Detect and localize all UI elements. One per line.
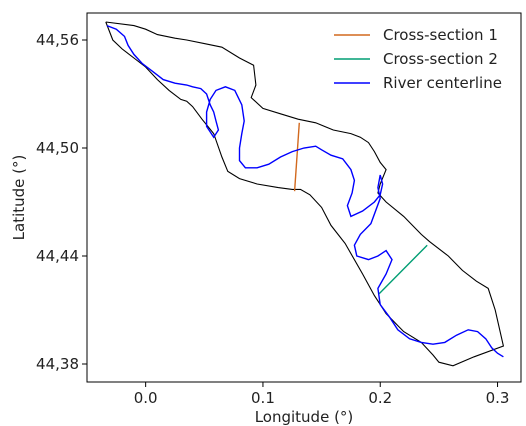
y-tick-label: 44,44 [36, 247, 79, 265]
y-tick-label: 44,50 [36, 139, 79, 157]
x-axis: 0.0 0.1 0.2 0.3 [134, 382, 510, 407]
x-tick-label: 0.3 [486, 389, 510, 407]
y-tick-label: 44,56 [36, 31, 79, 49]
legend: Cross-section 1 Cross-section 2 River cent… [334, 26, 502, 92]
y-tick-label: 44,38 [36, 355, 79, 373]
river-boundary [105, 21, 505, 367]
series-cross-section-1 [293, 122, 300, 192]
plot-layer [105, 21, 505, 367]
x-axis-label: Longitude (°) [255, 408, 354, 426]
legend-label: Cross-section 1 [383, 26, 498, 44]
y-axis: 44,38 44,44 44,50 44,56 [36, 31, 87, 373]
series-river-centerline [106, 24, 504, 358]
x-tick-label: 0.1 [251, 389, 275, 407]
x-tick-label: 0.2 [368, 389, 392, 407]
y-axis-label: Latitude (°) [10, 155, 28, 241]
legend-label: Cross-section 2 [383, 50, 498, 68]
legend-label: River centerline [383, 74, 502, 92]
plot-frame [86, 12, 522, 383]
series-cross-section-2 [378, 244, 428, 295]
x-tick-label: 0.0 [134, 389, 158, 407]
